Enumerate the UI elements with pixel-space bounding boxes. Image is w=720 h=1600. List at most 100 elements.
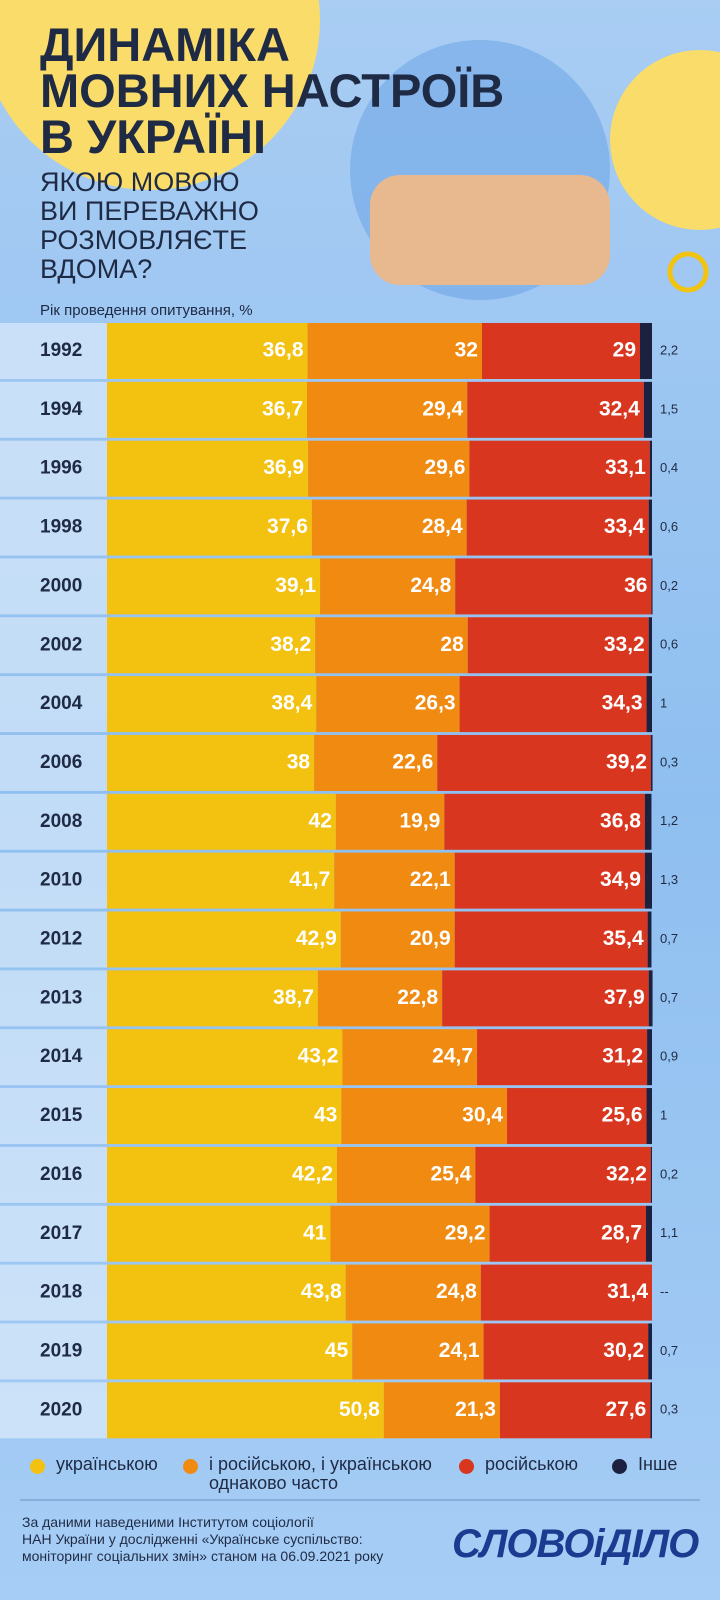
bar-segment <box>467 381 644 438</box>
bar-segment <box>483 1323 649 1380</box>
axis-label: Рік проведення опитування, % <box>40 302 253 319</box>
value-label: 1 <box>660 696 667 711</box>
bar-segment <box>455 558 652 615</box>
value-label: 31,4 <box>607 1280 648 1303</box>
bar-segment <box>107 558 321 615</box>
row-band <box>0 1323 107 1380</box>
y-tick-label: 2010 <box>40 870 82 891</box>
value-label: 0,2 <box>660 1166 678 1181</box>
bar-segment <box>314 734 438 791</box>
bar-segment <box>107 381 308 438</box>
value-label: 38,4 <box>271 692 312 715</box>
value-label: 0,7 <box>660 1343 678 1358</box>
row-band <box>0 852 107 909</box>
bar-segment <box>107 1323 353 1380</box>
value-label: 34,3 <box>602 692 643 715</box>
legend-marker <box>459 1459 474 1474</box>
decor <box>667 251 709 293</box>
value-label: 21,3 <box>455 1398 496 1421</box>
row-band <box>0 1382 107 1439</box>
value-label: 29,2 <box>445 1221 486 1244</box>
value-label: 1,5 <box>660 401 678 416</box>
row-band <box>0 1088 107 1145</box>
y-tick-label: 2019 <box>40 1340 82 1361</box>
bar-segment <box>651 558 653 615</box>
bar-segment <box>308 440 470 497</box>
legend-marker <box>183 1459 198 1474</box>
bar-segment <box>437 734 651 791</box>
value-label: 43,2 <box>298 1045 339 1068</box>
value-label: 0,7 <box>660 990 678 1005</box>
value-label: 32,2 <box>606 1162 647 1185</box>
row-band <box>0 734 107 791</box>
value-label: 0,7 <box>660 931 678 946</box>
value-label: 36,8 <box>263 339 304 362</box>
value-label: 42 <box>309 809 332 832</box>
value-label: 38,2 <box>270 633 311 656</box>
bar-segment <box>317 970 443 1027</box>
bar-segment <box>507 1088 647 1145</box>
bar-segment <box>107 1146 337 1203</box>
value-label: 36 <box>624 574 647 597</box>
value-label: 0,6 <box>660 637 678 652</box>
row-band <box>0 970 107 1027</box>
bar-segment <box>307 323 482 379</box>
bar-segment <box>311 499 467 556</box>
value-label: 43 <box>314 1104 337 1127</box>
bar-segment <box>646 1088 652 1145</box>
bar-segment <box>489 1205 647 1262</box>
decor <box>610 50 720 230</box>
bar-segment <box>466 499 649 556</box>
bar-segment <box>383 1382 500 1439</box>
value-label: 34,9 <box>600 868 641 891</box>
bar-segment <box>649 440 652 497</box>
row-band <box>0 323 107 379</box>
row-band <box>0 558 107 615</box>
value-label: 33,2 <box>604 633 645 656</box>
bar-segment <box>107 852 335 909</box>
bar-segment <box>330 1205 490 1262</box>
bar-segment <box>648 970 653 1027</box>
bar-segment <box>320 558 456 615</box>
value-label: 50,8 <box>339 1398 380 1421</box>
bar-segment <box>647 911 652 968</box>
row-band <box>0 676 107 733</box>
value-label: 31,2 <box>602 1045 643 1068</box>
bar-segment <box>469 440 650 497</box>
bar-segment <box>650 1146 652 1203</box>
row-band <box>0 499 107 556</box>
value-label: 0,6 <box>660 519 678 534</box>
value-label: 24,7 <box>432 1045 473 1068</box>
bar-segment <box>646 676 652 733</box>
bar-segment <box>454 911 648 968</box>
value-label: 25,6 <box>602 1104 643 1127</box>
row-band <box>0 911 107 968</box>
y-tick-label: 1998 <box>40 517 82 538</box>
bar-segment <box>107 1029 343 1086</box>
bar-segment <box>107 676 317 733</box>
value-label: 22,8 <box>397 986 438 1009</box>
value-label: 32 <box>455 339 478 362</box>
value-label: 28,7 <box>601 1221 642 1244</box>
row-band <box>0 440 107 497</box>
value-label: 24,8 <box>436 1280 477 1303</box>
y-tick-label: 1994 <box>40 399 83 420</box>
bar-segment <box>340 911 455 968</box>
value-label: 24,8 <box>410 574 451 597</box>
legend-marker <box>612 1459 627 1474</box>
bar-segment <box>499 1382 651 1439</box>
y-tick-label: 2000 <box>40 575 82 596</box>
bar-segment <box>648 499 652 556</box>
bar-segment <box>107 970 318 1027</box>
value-label: 38 <box>287 750 311 773</box>
bar-segment <box>107 1205 331 1262</box>
title: ДИНАМІКА МОВНИХ НАСТРОЇВ В УКРАЇНІ <box>40 18 505 163</box>
bar-segment <box>648 617 652 674</box>
bar-segment <box>107 323 308 379</box>
legend-label: російською <box>485 1454 579 1474</box>
bar-segment <box>477 1029 648 1086</box>
row-band <box>0 1146 107 1203</box>
bar-segment <box>647 1029 652 1086</box>
bar-segment <box>341 1088 508 1145</box>
